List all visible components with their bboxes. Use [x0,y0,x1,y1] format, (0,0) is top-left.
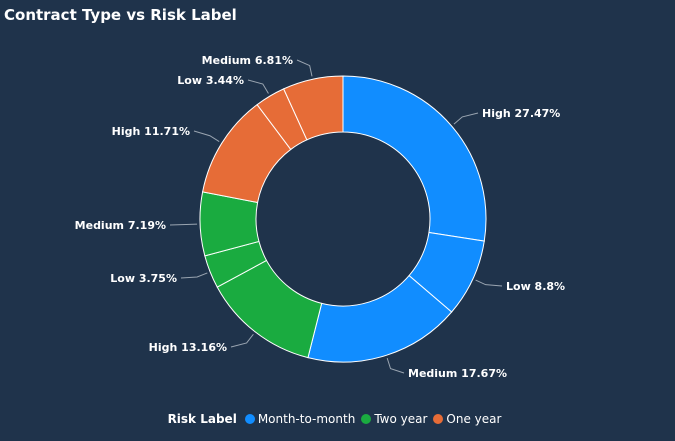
leader-line-two-year-low [181,273,207,278]
legend-label-month-to-month: Month-to-month [258,412,356,426]
donut-slices [200,76,486,362]
data-label-two-year-high: High 13.16% [149,341,227,354]
legend-label-two-year: Two year [374,412,427,426]
data-label-month-to-month-low: Low 8.8% [506,280,565,293]
legend-dot-month-to-month [245,414,255,424]
leader-line-month-to-month-high [454,113,478,124]
legend: Risk Label Month-to-month Two year One y… [0,412,675,426]
leader-line-month-to-month-medium [387,358,404,373]
legend-item-two-year[interactable]: Two year [361,412,427,426]
slice-month-to-month-high[interactable] [343,76,486,241]
leader-line-one-year-high [194,131,219,142]
data-label-two-year-medium: Medium 7.19% [75,219,166,232]
legend-dot-one-year [433,414,443,424]
legend-item-one-year[interactable]: One year [433,412,501,426]
leader-line-two-year-high [231,334,253,347]
data-label-month-to-month-high: High 27.47% [482,107,560,120]
legend-dot-two-year [361,414,371,424]
data-label-one-year-medium: Medium 6.81% [202,54,293,67]
leader-line-month-to-month-low [476,280,502,286]
data-label-month-to-month-medium: Medium 17.67% [408,367,507,380]
legend-label-one-year: One year [446,412,501,426]
legend-title: Risk Label [168,412,237,426]
data-label-one-year-low: Low 3.44% [177,74,244,87]
data-label-two-year-low: Low 3.75% [110,272,177,285]
leader-line-one-year-medium [297,60,312,76]
leader-line-two-year-medium [170,224,197,225]
data-label-one-year-high: High 11.71% [112,125,190,138]
leader-line-one-year-low [248,80,268,93]
legend-item-month-to-month[interactable]: Month-to-month [245,412,356,426]
